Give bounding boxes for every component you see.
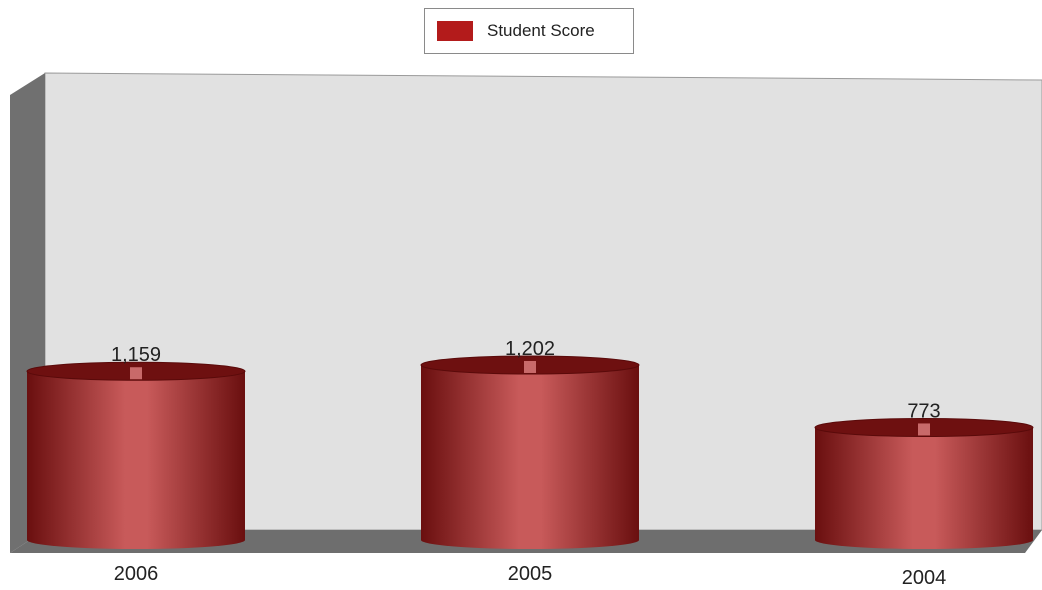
bar-marker xyxy=(524,360,536,373)
bar xyxy=(420,355,640,549)
legend-label: Student Score xyxy=(487,21,595,40)
bar xyxy=(26,361,246,549)
legend-swatch xyxy=(437,21,473,41)
data-label: 1,159 xyxy=(111,344,161,366)
bar-marker xyxy=(130,367,142,380)
legend: Student Score xyxy=(424,8,634,54)
x-tick-label: 2006 xyxy=(114,563,159,585)
x-tick-label: 2005 xyxy=(508,563,553,585)
data-label: 1,202 xyxy=(505,338,555,360)
bar xyxy=(814,417,1034,549)
bar-bottom xyxy=(27,531,245,549)
bar-bottom xyxy=(421,531,639,549)
bar-body xyxy=(27,371,245,540)
bar-body xyxy=(421,364,639,540)
bar-body xyxy=(815,427,1033,540)
data-label: 773 xyxy=(907,400,940,422)
bar-marker xyxy=(918,423,930,436)
x-tick-label: 2004 xyxy=(902,567,947,589)
bar-bottom xyxy=(815,531,1033,549)
